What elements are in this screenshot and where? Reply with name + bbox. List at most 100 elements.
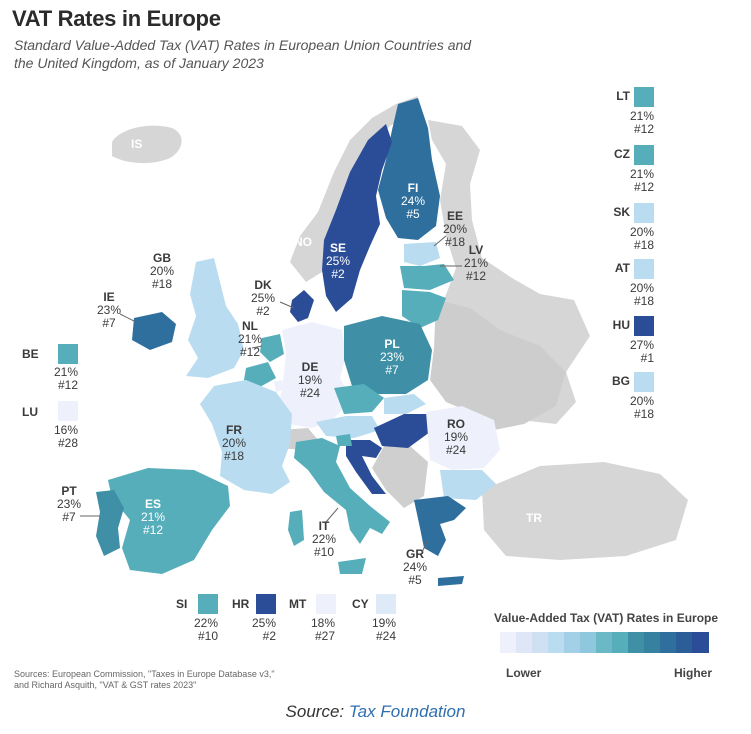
country-si — [336, 434, 352, 446]
source-link[interactable]: Tax Foundation — [348, 702, 466, 721]
swatch-lu — [58, 401, 78, 421]
country-dk — [290, 290, 314, 322]
label-lv: LV 21% #12 — [463, 243, 489, 283]
label-pl: PL 23% #7 — [379, 337, 405, 377]
side-lt-values: 21% #12 — [629, 109, 654, 136]
label-is: IS — [131, 137, 143, 151]
label-tr: TR — [526, 511, 542, 525]
side-cz: CZ — [614, 147, 630, 161]
country-lv — [400, 264, 454, 290]
legend-step — [548, 632, 565, 653]
legend-step — [516, 632, 533, 653]
country-ee — [404, 242, 440, 266]
bottom-si: SI — [176, 597, 188, 611]
swatch-cz — [634, 145, 654, 165]
label-fi: FI 24% #5 — [400, 181, 426, 221]
country-nl — [260, 334, 284, 362]
legend-step — [500, 632, 517, 653]
country-bg — [440, 470, 496, 500]
sources-line-1: Sources: European Commission, "Taxes in … — [14, 669, 275, 679]
swatch-at — [634, 259, 654, 279]
legend-step — [564, 632, 581, 653]
side-be-values: 21% #12 — [53, 365, 78, 392]
sources-note: Sources: European Commission, "Taxes in … — [14, 669, 344, 691]
country-sk — [384, 394, 426, 414]
label-de: DE 19% #24 — [297, 360, 323, 400]
label-it: IT 22% #10 — [311, 519, 337, 559]
legend-title: Value-Added Tax (VAT) Rates in Europe — [494, 611, 719, 625]
swatch-lt — [634, 87, 654, 107]
side-sk: SK — [613, 205, 630, 219]
country-tr — [482, 462, 688, 560]
legend-step — [532, 632, 549, 653]
label-dk: DK 25% #2 — [250, 278, 276, 318]
bottom-mt-values: 18% #27 — [310, 616, 335, 643]
side-lu-values: 16% #28 — [53, 423, 78, 450]
side-lt: LT — [616, 89, 630, 103]
bottom-mt: MT — [289, 597, 307, 611]
country-by-ua — [430, 300, 566, 430]
side-hu-values: 27% #1 — [629, 338, 654, 365]
country-ie — [132, 312, 176, 350]
map-title: VAT Rates in Europe — [12, 6, 221, 31]
country-de — [280, 322, 352, 428]
legend-step — [580, 632, 597, 653]
swatch-be — [58, 344, 78, 364]
legend-step — [692, 632, 709, 653]
swatch-cy — [376, 594, 396, 614]
country-be — [244, 362, 276, 388]
legend-step — [628, 632, 645, 653]
subtitle-line-2: the United Kingdom, as of January 2023 — [14, 55, 264, 71]
country-lt — [402, 290, 446, 328]
side-at-values: 20% #18 — [629, 281, 654, 308]
country-it-sicily — [338, 558, 366, 574]
country-at — [316, 416, 380, 438]
label-ro: RO 19% #24 — [443, 417, 469, 457]
legend-step — [596, 632, 613, 653]
legend-lower: Lower — [506, 666, 542, 680]
label-nl: NL 21% #12 — [237, 319, 263, 359]
country-gr-crete — [438, 576, 464, 586]
label-es: ES 21% #12 — [140, 497, 166, 537]
label-fr: FR 20% #18 — [221, 423, 247, 463]
country-lu — [274, 380, 284, 392]
source-caption: Source: Tax Foundation — [0, 702, 751, 722]
country-fr — [200, 380, 292, 494]
label-gr: GR 24% #5 — [402, 547, 428, 587]
legend-step — [676, 632, 693, 653]
label-no: NO — [294, 235, 312, 249]
sources-line-2: and Richard Asquith, "VAT & GST rates 20… — [14, 680, 197, 690]
country-no — [290, 96, 418, 282]
country-pt — [96, 490, 124, 556]
bottom-cy-values: 19% #24 — [371, 616, 396, 643]
side-cz-values: 21% #12 — [629, 167, 654, 194]
bottom-hr-values: 25% #2 — [251, 616, 276, 643]
country-ro — [426, 406, 500, 470]
country-hr — [346, 440, 386, 494]
swatch-sk — [634, 203, 654, 223]
country-is — [112, 125, 182, 164]
legend-step — [644, 632, 661, 653]
bottom-si-values: 22% #10 — [193, 616, 218, 643]
swatch-si — [198, 594, 218, 614]
legend-higher: Higher — [674, 666, 713, 680]
swatch-mt — [316, 594, 336, 614]
country-balkans-nonEU — [372, 446, 428, 508]
swatch-hr — [256, 594, 276, 614]
country-es — [108, 468, 230, 574]
side-bg: BG — [612, 374, 630, 388]
country-pl — [344, 316, 432, 394]
country-gb — [186, 258, 244, 378]
label-ie: IE 23% #7 — [96, 290, 122, 330]
side-at: AT — [614, 261, 630, 275]
bottom-cy: CY — [352, 597, 369, 611]
country-it-sardinia — [288, 510, 304, 546]
subtitle-line-1: Standard Value-Added Tax (VAT) Rates in … — [14, 37, 472, 53]
country-se — [322, 124, 392, 312]
bottom-hr: HR — [232, 597, 250, 611]
side-lu: LU — [22, 405, 38, 419]
label-ee: EE 20% #18 — [442, 209, 468, 249]
legend-step — [612, 632, 629, 653]
